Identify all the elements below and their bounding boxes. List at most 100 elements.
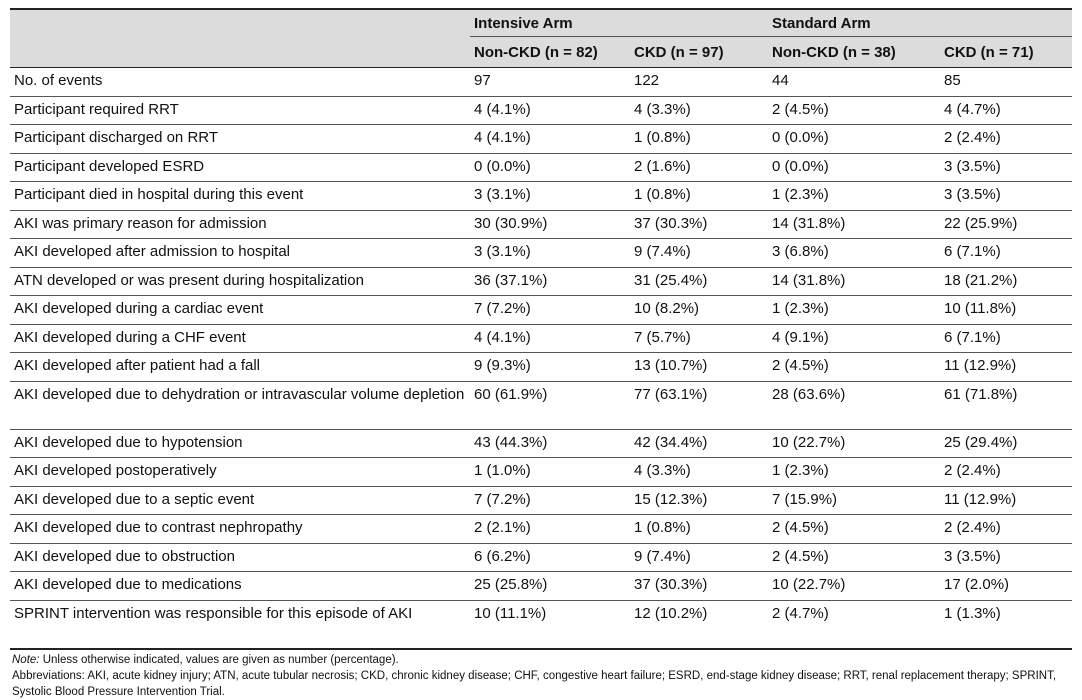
row-value: 25 (29.4%) — [940, 429, 1073, 458]
row-value: 9 (9.3%) — [470, 352, 630, 382]
row-label: AKI was primary reason for admission — [10, 210, 470, 239]
row-value: 25 (25.8%) — [470, 571, 630, 601]
row-value: 2 (2.4%) — [940, 457, 1073, 487]
row-label: AKI developed due to contrast nephropath… — [10, 514, 470, 544]
header-standard-non-ckd: Non-CKD (n = 38) — [768, 36, 940, 68]
row-label: Participant discharged on RRT — [10, 124, 470, 154]
row-value: 0 (0.0%) — [768, 153, 940, 182]
header-standard-arm: Standard Arm — [768, 8, 1073, 37]
row-value: 2 (1.6%) — [630, 153, 768, 182]
row-label: ATN developed or was present during hosp… — [10, 267, 470, 296]
header-standard-ckd: CKD (n = 71) — [940, 36, 1073, 68]
row-label: Participant died in hospital during this… — [10, 181, 470, 211]
table-row: AKI developed postoperatively 1 (1.0%) 4 (… — [10, 457, 1073, 487]
header-intensive-non-ckd: Non-CKD (n = 82) — [470, 36, 630, 68]
row-value: 6 (7.1%) — [940, 324, 1073, 353]
row-value: 2 (2.1%) — [470, 514, 630, 544]
row-value: 60 (61.9%) — [470, 381, 630, 430]
row-value: 37 (30.3%) — [630, 210, 768, 239]
table-row: AKI developed due to medications 25 (25.8… — [10, 571, 1073, 601]
header-row-groups: Non-CKD (n = 82) CKD (n = 97) Non-CKD (n… — [10, 36, 1073, 68]
row-value: 4 (4.1%) — [470, 124, 630, 154]
table-container: Intensive Arm Standard Arm Non-CKD (n = … — [10, 8, 1073, 700]
row-value: 1 (2.3%) — [768, 295, 940, 325]
table-row: AKI developed after patient had a fall 9 … — [10, 352, 1073, 382]
table-row: AKI developed during a cardiac event 7 (7… — [10, 295, 1073, 325]
row-value: 10 (11.1%) — [470, 600, 630, 650]
row-value: 1 (0.8%) — [630, 124, 768, 154]
row-value: 3 (3.5%) — [940, 543, 1073, 572]
row-value: 0 (0.0%) — [470, 153, 630, 182]
row-value: 3 (3.5%) — [940, 153, 1073, 182]
table-row: AKI developed during a CHF event 4 (4.1%)… — [10, 324, 1073, 353]
table-row: Participant developed ESRD 0 (0.0%) 2 (1.6… — [10, 153, 1073, 182]
row-value: 4 (3.3%) — [630, 96, 768, 125]
row-label: AKI developed during a CHF event — [10, 324, 470, 353]
abbreviations-text: Abbreviations: AKI, acute kidney injury;… — [12, 669, 1057, 698]
row-value: 12 (10.2%) — [630, 600, 768, 650]
table-row: AKI was primary reason for admission 30 (… — [10, 210, 1073, 239]
row-value: 3 (6.8%) — [768, 238, 940, 268]
table-row: AKI developed due to obstruction 6 (6.2%)… — [10, 543, 1073, 572]
row-value: 3 (3.1%) — [470, 238, 630, 268]
row-value: 18 (21.2%) — [940, 267, 1073, 296]
table-footnote: Note: Unless otherwise indicated, values… — [10, 652, 1072, 700]
row-value: 44 — [768, 67, 940, 97]
table-row: AKI developed due to dehydration or intr… — [10, 381, 1073, 430]
row-value: 4 (9.1%) — [768, 324, 940, 353]
table-row: Participant required RRT 4 (4.1%) 4 (3.3%)… — [10, 96, 1073, 125]
row-value: 7 (7.2%) — [470, 295, 630, 325]
row-value: 4 (3.3%) — [630, 457, 768, 487]
row-value: 37 (30.3%) — [630, 571, 768, 601]
row-value: 7 (15.9%) — [768, 486, 940, 515]
row-value: 4 (4.1%) — [470, 324, 630, 353]
row-value: 9 (7.4%) — [630, 543, 768, 572]
row-value: 61 (71.8%) — [940, 381, 1073, 430]
row-label: AKI developed due to medications — [10, 571, 470, 601]
row-value: 6 (7.1%) — [940, 238, 1073, 268]
row-value: 10 (11.8%) — [940, 295, 1073, 325]
table-row: Participant discharged on RRT 4 (4.1%) 1 (… — [10, 124, 1073, 154]
table-row: ATN developed or was present during hosp… — [10, 267, 1073, 296]
row-label: SPRINT intervention was responsible for … — [10, 600, 470, 650]
row-value: 31 (25.4%) — [630, 267, 768, 296]
row-value: 11 (12.9%) — [940, 352, 1073, 382]
row-value: 2 (4.5%) — [768, 543, 940, 572]
table-row: AKI developed after admission to hospita… — [10, 238, 1073, 268]
row-value: 9 (7.4%) — [630, 238, 768, 268]
row-label: AKI developed due to obstruction — [10, 543, 470, 572]
row-value: 7 (7.2%) — [470, 486, 630, 515]
header-row-arms: Intensive Arm Standard Arm — [10, 8, 1073, 37]
row-value: 14 (31.8%) — [768, 267, 940, 296]
row-value: 77 (63.1%) — [630, 381, 768, 430]
header-blank-cell — [10, 8, 470, 37]
row-value: 6 (6.2%) — [470, 543, 630, 572]
row-value: 3 (3.5%) — [940, 181, 1073, 211]
header-blank-cell — [10, 36, 470, 68]
row-label: AKI developed due to hypotension — [10, 429, 470, 458]
row-value: 15 (12.3%) — [630, 486, 768, 515]
row-label: AKI developed due to dehydration or intr… — [10, 381, 470, 430]
row-value: 1 (0.8%) — [630, 181, 768, 211]
table-row: AKI developed due to a septic event 7 (7.… — [10, 486, 1073, 515]
row-value: 2 (4.7%) — [768, 600, 940, 650]
row-value: 0 (0.0%) — [768, 124, 940, 154]
table-row: No. of events 97 122 44 85 — [10, 67, 1073, 97]
row-value: 1 (0.8%) — [630, 514, 768, 544]
row-value: 11 (12.9%) — [940, 486, 1073, 515]
row-value: 13 (10.7%) — [630, 352, 768, 382]
row-label: No. of events — [10, 67, 470, 97]
row-label: AKI developed postoperatively — [10, 457, 470, 487]
table-body: No. of events 97 122 44 85 Participant requir… — [10, 67, 1073, 650]
row-value: 43 (44.3%) — [470, 429, 630, 458]
row-label: Participant developed ESRD — [10, 153, 470, 182]
row-value: 2 (2.4%) — [940, 514, 1073, 544]
header-intensive-ckd: CKD (n = 97) — [630, 36, 768, 68]
row-value: 36 (37.1%) — [470, 267, 630, 296]
row-value: 2 (4.5%) — [768, 96, 940, 125]
row-value: 4 (4.1%) — [470, 96, 630, 125]
row-value: 10 (22.7%) — [768, 571, 940, 601]
row-label: AKI developed due to a septic event — [10, 486, 470, 515]
table-row: SPRINT intervention was responsible for … — [10, 600, 1073, 650]
row-value: 4 (4.7%) — [940, 96, 1073, 125]
